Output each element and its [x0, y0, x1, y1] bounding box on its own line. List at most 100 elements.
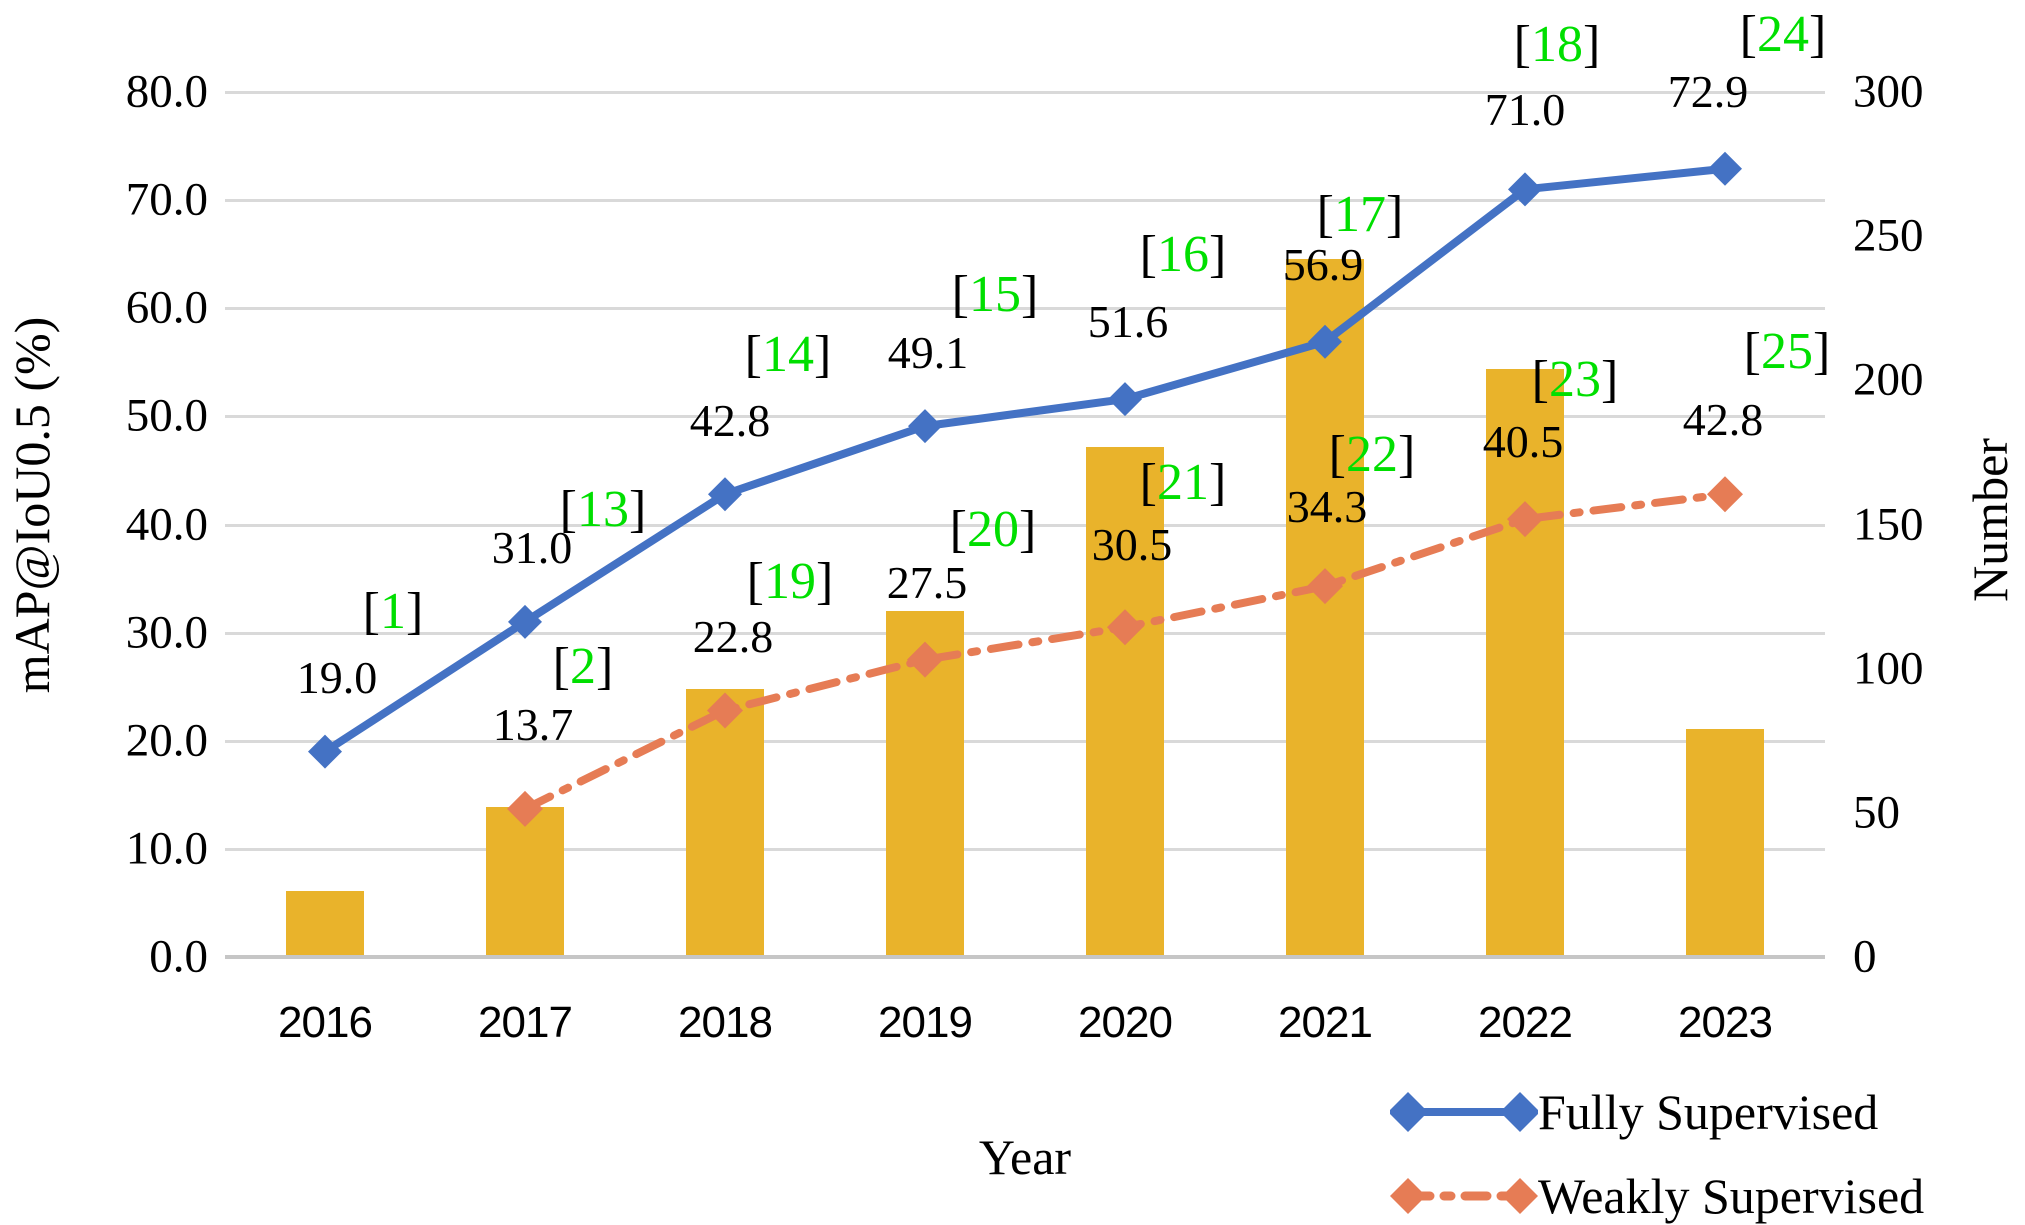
- bracket-open: [: [951, 266, 969, 323]
- gridline-20: [225, 739, 1825, 743]
- fully-supervised-marker-icon: [1508, 172, 1542, 207]
- fully-supervised-value-2023: 72.9: [1667, 66, 1749, 117]
- bracket-open: [: [746, 553, 764, 610]
- bar-2022: [1486, 368, 1564, 957]
- weakly-supervised-ref-2021: [22]: [1329, 429, 1416, 481]
- left-axis-tick-50.0: 50.0: [125, 389, 208, 442]
- weakly-supervised-ref-2018: [19]: [747, 556, 834, 608]
- legend-item-fully-supervised: Fully Supervised: [1390, 1080, 1878, 1144]
- bracket-open: [: [552, 638, 570, 695]
- bar-2020: [1086, 446, 1164, 957]
- legend-label-fully-supervised: Fully Supervised: [1538, 1084, 1879, 1140]
- fully-supervised-ref-2019: [15]: [952, 269, 1039, 321]
- fully-supervised-marker-icon: [1308, 324, 1342, 359]
- weakly-supervised-ref-2017: [2]: [553, 641, 614, 693]
- bracket-open: [: [1743, 323, 1761, 380]
- bracket-close: ]: [629, 481, 647, 538]
- citation-number: 24: [1757, 6, 1809, 63]
- fully-supervised-marker-icon: [508, 604, 542, 639]
- citation-number: 20: [967, 501, 1019, 558]
- x-axis-tick-2019: 2019: [878, 998, 973, 1047]
- right-axis-tick-50: 50: [1853, 786, 1900, 839]
- x-axis-tick-2021: 2021: [1278, 998, 1373, 1047]
- plot-area: [225, 91, 1825, 959]
- bar-2017: [486, 807, 564, 957]
- bar-2021: [1286, 259, 1364, 957]
- fully-supervised-marker-icon: [908, 409, 942, 444]
- fully-supervised-line: [321, 164, 1729, 756]
- x-axis-tick-2023: 2023: [1678, 998, 1773, 1047]
- fully-supervised-ref-2020: [16]: [1140, 229, 1227, 281]
- legend-label-weakly-supervised: Weakly Supervised: [1538, 1168, 1925, 1224]
- x-axis-tick-2017: 2017: [478, 998, 573, 1047]
- fully-supervised-value-2018: 42.8: [689, 395, 771, 446]
- bracket-open: [: [559, 481, 577, 538]
- bracket-open: [: [744, 326, 762, 383]
- fully-supervised-value-2021: 56.9: [1282, 239, 1364, 290]
- left-axis-tick-10.0: 10.0: [125, 822, 208, 875]
- bracket-close: ]: [1809, 6, 1827, 63]
- left-axis-title: mAP@IoU0.5 (%): [4, 316, 60, 694]
- weakly-supervised-ref-2023: [25]: [1744, 326, 1831, 378]
- weakly-supervised-value-2021: 34.3: [1286, 481, 1368, 532]
- fully-supervised-marker-icon: [308, 734, 342, 769]
- bracket-close: ]: [1583, 16, 1601, 73]
- fully-supervised-value-2016: 19.0: [296, 652, 378, 703]
- citation-number: 21: [1157, 454, 1209, 511]
- weakly-supervised-marker-icon: [907, 641, 943, 678]
- weakly-supervised-value-2017: 13.7: [492, 699, 574, 750]
- bracket-open: [: [1739, 6, 1757, 63]
- bracket-close: ]: [1209, 226, 1227, 283]
- right-axis-title: Number: [1962, 438, 2018, 602]
- x-axis-tick-2018: 2018: [678, 998, 773, 1047]
- bracket-close: ]: [1021, 266, 1039, 323]
- fully-supervised-value-2022: 71.0: [1484, 84, 1566, 135]
- bracket-close: ]: [1019, 501, 1037, 558]
- weakly-supervised-marker-icon: [1507, 501, 1543, 538]
- right-axis-tick-100: 100: [1853, 642, 1924, 695]
- bracket-close: ]: [814, 326, 832, 383]
- bracket-close: ]: [816, 553, 834, 610]
- bracket-open: [: [1139, 454, 1157, 511]
- citation-number: 16: [1157, 226, 1209, 283]
- weakly-supervised-marker-icon: [507, 790, 543, 827]
- x-axis-title: Year: [978, 1129, 1072, 1185]
- weakly-supervised-value-2019: 27.5: [886, 557, 968, 608]
- gridline-30: [225, 631, 1825, 635]
- weakly-supervised-legend-marker-icon: [1390, 1178, 1538, 1214]
- bracket-close: ]: [1601, 351, 1619, 408]
- fully-supervised-ref-2017: [13]: [560, 484, 647, 536]
- gridline-80: [225, 91, 1825, 94]
- fully-supervised-value-2020: 51.6: [1087, 296, 1169, 347]
- x-axis-tick-2016: 2016: [278, 998, 373, 1047]
- bracket-open: [: [1513, 16, 1531, 73]
- gridline-40: [225, 523, 1825, 527]
- left-axis-tick-20.0: 20.0: [125, 714, 208, 767]
- fully-supervised-marker-icon: [1708, 151, 1742, 186]
- weakly-supervised-marker-icon: [1707, 476, 1743, 513]
- left-axis-tick-0.0: 0.0: [149, 930, 208, 983]
- right-axis-tick-150: 150: [1853, 498, 1924, 550]
- weakly-supervised-value-2018: 22.8: [692, 611, 774, 662]
- citation-number: 1: [380, 583, 406, 640]
- citation-number: 19: [764, 553, 816, 610]
- citation-number: 17: [1334, 186, 1386, 243]
- gridline-50: [225, 415, 1825, 419]
- fully-supervised-marker-icon: [708, 477, 742, 512]
- bracket-open: [: [1531, 351, 1549, 408]
- x-axis-tick-2022: 2022: [1478, 998, 1573, 1047]
- fully-supervised-ref-2023: [24]: [1740, 9, 1827, 61]
- citation-number: 15: [969, 266, 1021, 323]
- weakly-supervised-marker-icon: [1107, 609, 1143, 646]
- right-axis-tick-300: 300: [1853, 65, 1924, 118]
- fully-supervised-ref-2022: [18]: [1514, 19, 1601, 71]
- right-axis-tick-200: 200: [1853, 353, 1924, 406]
- bracket-open: [: [1316, 186, 1334, 243]
- citation-number: 22: [1346, 426, 1398, 483]
- gridline-60: [225, 307, 1825, 311]
- bracket-close: ]: [1209, 454, 1227, 511]
- citation-number: 18: [1531, 16, 1583, 73]
- line-series-layer: [308, 151, 1743, 827]
- weakly-supervised-value-2020: 30.5: [1091, 519, 1173, 570]
